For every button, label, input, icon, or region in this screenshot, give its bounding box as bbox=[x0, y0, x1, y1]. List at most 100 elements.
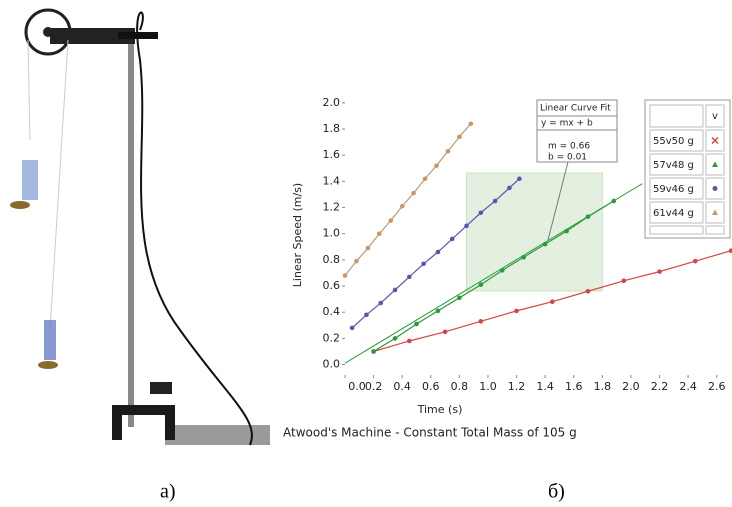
point bbox=[371, 349, 376, 354]
fit-box bbox=[536, 99, 618, 163]
point bbox=[478, 282, 484, 288]
point bbox=[507, 185, 512, 191]
point bbox=[464, 223, 469, 229]
point bbox=[549, 299, 555, 305]
x-tick-label: 0.2 bbox=[365, 380, 383, 393]
point bbox=[422, 176, 428, 182]
y-tick-label: 0.6 bbox=[323, 279, 341, 292]
legend-marker bbox=[712, 209, 718, 215]
point bbox=[478, 210, 484, 216]
point bbox=[585, 288, 591, 294]
legend-cell bbox=[649, 177, 704, 200]
mass bbox=[44, 320, 56, 360]
chart: 0.00.20.40.60.81.01.21.41.61.82.00.0 0.2 0… bbox=[283, 96, 732, 440]
point bbox=[542, 241, 548, 247]
x-tick-label: 0.6 bbox=[422, 380, 440, 393]
rod bbox=[128, 42, 134, 427]
y-tick-label: 0.4 bbox=[323, 305, 341, 318]
clamp-knob bbox=[150, 382, 172, 394]
point bbox=[457, 134, 462, 140]
series-line bbox=[344, 123, 472, 276]
x-axis-label: Time (s) bbox=[417, 403, 463, 416]
series-line bbox=[373, 200, 615, 352]
weight bbox=[10, 201, 30, 209]
point bbox=[449, 236, 455, 242]
point bbox=[517, 176, 522, 182]
point bbox=[521, 254, 527, 260]
point bbox=[434, 163, 439, 168]
point bbox=[421, 261, 426, 267]
legend-header: v bbox=[712, 111, 718, 122]
chart-title: Atwood's Machine - Constant Total Mass o… bbox=[283, 426, 577, 440]
point bbox=[364, 312, 369, 318]
string bbox=[49, 39, 69, 331]
point bbox=[564, 228, 569, 234]
y-tick-label: 2.0 bbox=[323, 96, 341, 109]
legend-marker bbox=[711, 136, 719, 145]
point bbox=[585, 214, 591, 219]
fit-b: b = 0.01 bbox=[548, 153, 587, 163]
point bbox=[657, 269, 662, 274]
legend-label: 61v44 g bbox=[653, 208, 694, 219]
point bbox=[478, 319, 484, 324]
x-tick-label: 2.0 bbox=[622, 380, 640, 393]
legend-cell bbox=[649, 153, 704, 176]
string bbox=[27, 39, 31, 141]
caption: а) bbox=[160, 481, 176, 503]
legend-label: 57v48 g bbox=[653, 160, 694, 171]
legend-marker bbox=[712, 161, 718, 167]
point bbox=[435, 308, 441, 314]
x-tick-label: 1.0 bbox=[479, 380, 497, 393]
point bbox=[414, 321, 419, 327]
fit-pointer bbox=[547, 161, 569, 241]
legend-label: 59v46 g bbox=[653, 184, 694, 195]
cable bbox=[136, 11, 253, 446]
y-tick-label: 1.0 bbox=[323, 227, 341, 240]
y-tick-label: 1.2 bbox=[323, 201, 341, 214]
y-tick-label: 1.6 bbox=[323, 148, 341, 161]
x-tick-label: 0.4 bbox=[393, 380, 411, 393]
x-tick-label: 2.4 bbox=[679, 380, 697, 393]
point bbox=[728, 248, 732, 254]
point bbox=[468, 121, 474, 127]
legend-cell bbox=[649, 104, 704, 128]
caption: б) bbox=[548, 481, 565, 503]
point bbox=[492, 198, 498, 204]
legend-cell bbox=[649, 225, 704, 235]
y-tick-label: 1.8 bbox=[323, 122, 341, 135]
point bbox=[407, 274, 412, 280]
mass bbox=[22, 160, 38, 200]
fit-title: Linear Curve Fit bbox=[540, 104, 611, 114]
point bbox=[392, 336, 398, 341]
legend-cell bbox=[705, 104, 725, 128]
fit-range bbox=[466, 172, 603, 292]
fit-m: m = 0.66 bbox=[548, 142, 590, 152]
legend-cell bbox=[705, 225, 725, 235]
x-tick-label: 1.8 bbox=[594, 380, 612, 393]
point bbox=[354, 258, 359, 264]
point bbox=[388, 218, 394, 223]
point bbox=[378, 300, 384, 306]
x-tick-label: 2.2 bbox=[651, 380, 669, 393]
point bbox=[611, 198, 617, 204]
pulley bbox=[24, 8, 72, 56]
point bbox=[457, 295, 462, 301]
fit-equation: y = mx + b bbox=[541, 119, 593, 129]
x-tick-label: 0.8 bbox=[451, 380, 469, 393]
y-axis-label: Linear Speed (m/s) bbox=[291, 183, 304, 287]
legend-cell bbox=[649, 201, 704, 224]
point bbox=[435, 249, 441, 255]
table bbox=[165, 425, 270, 445]
x-tick-label: 0.0 bbox=[348, 380, 366, 393]
point bbox=[349, 325, 355, 331]
point bbox=[445, 148, 451, 154]
apparatus-photo bbox=[10, 8, 270, 446]
point bbox=[342, 273, 348, 278]
point bbox=[499, 268, 505, 273]
point bbox=[514, 308, 519, 314]
point bbox=[407, 338, 412, 344]
point bbox=[377, 231, 382, 236]
point bbox=[621, 278, 627, 284]
point bbox=[399, 203, 405, 209]
